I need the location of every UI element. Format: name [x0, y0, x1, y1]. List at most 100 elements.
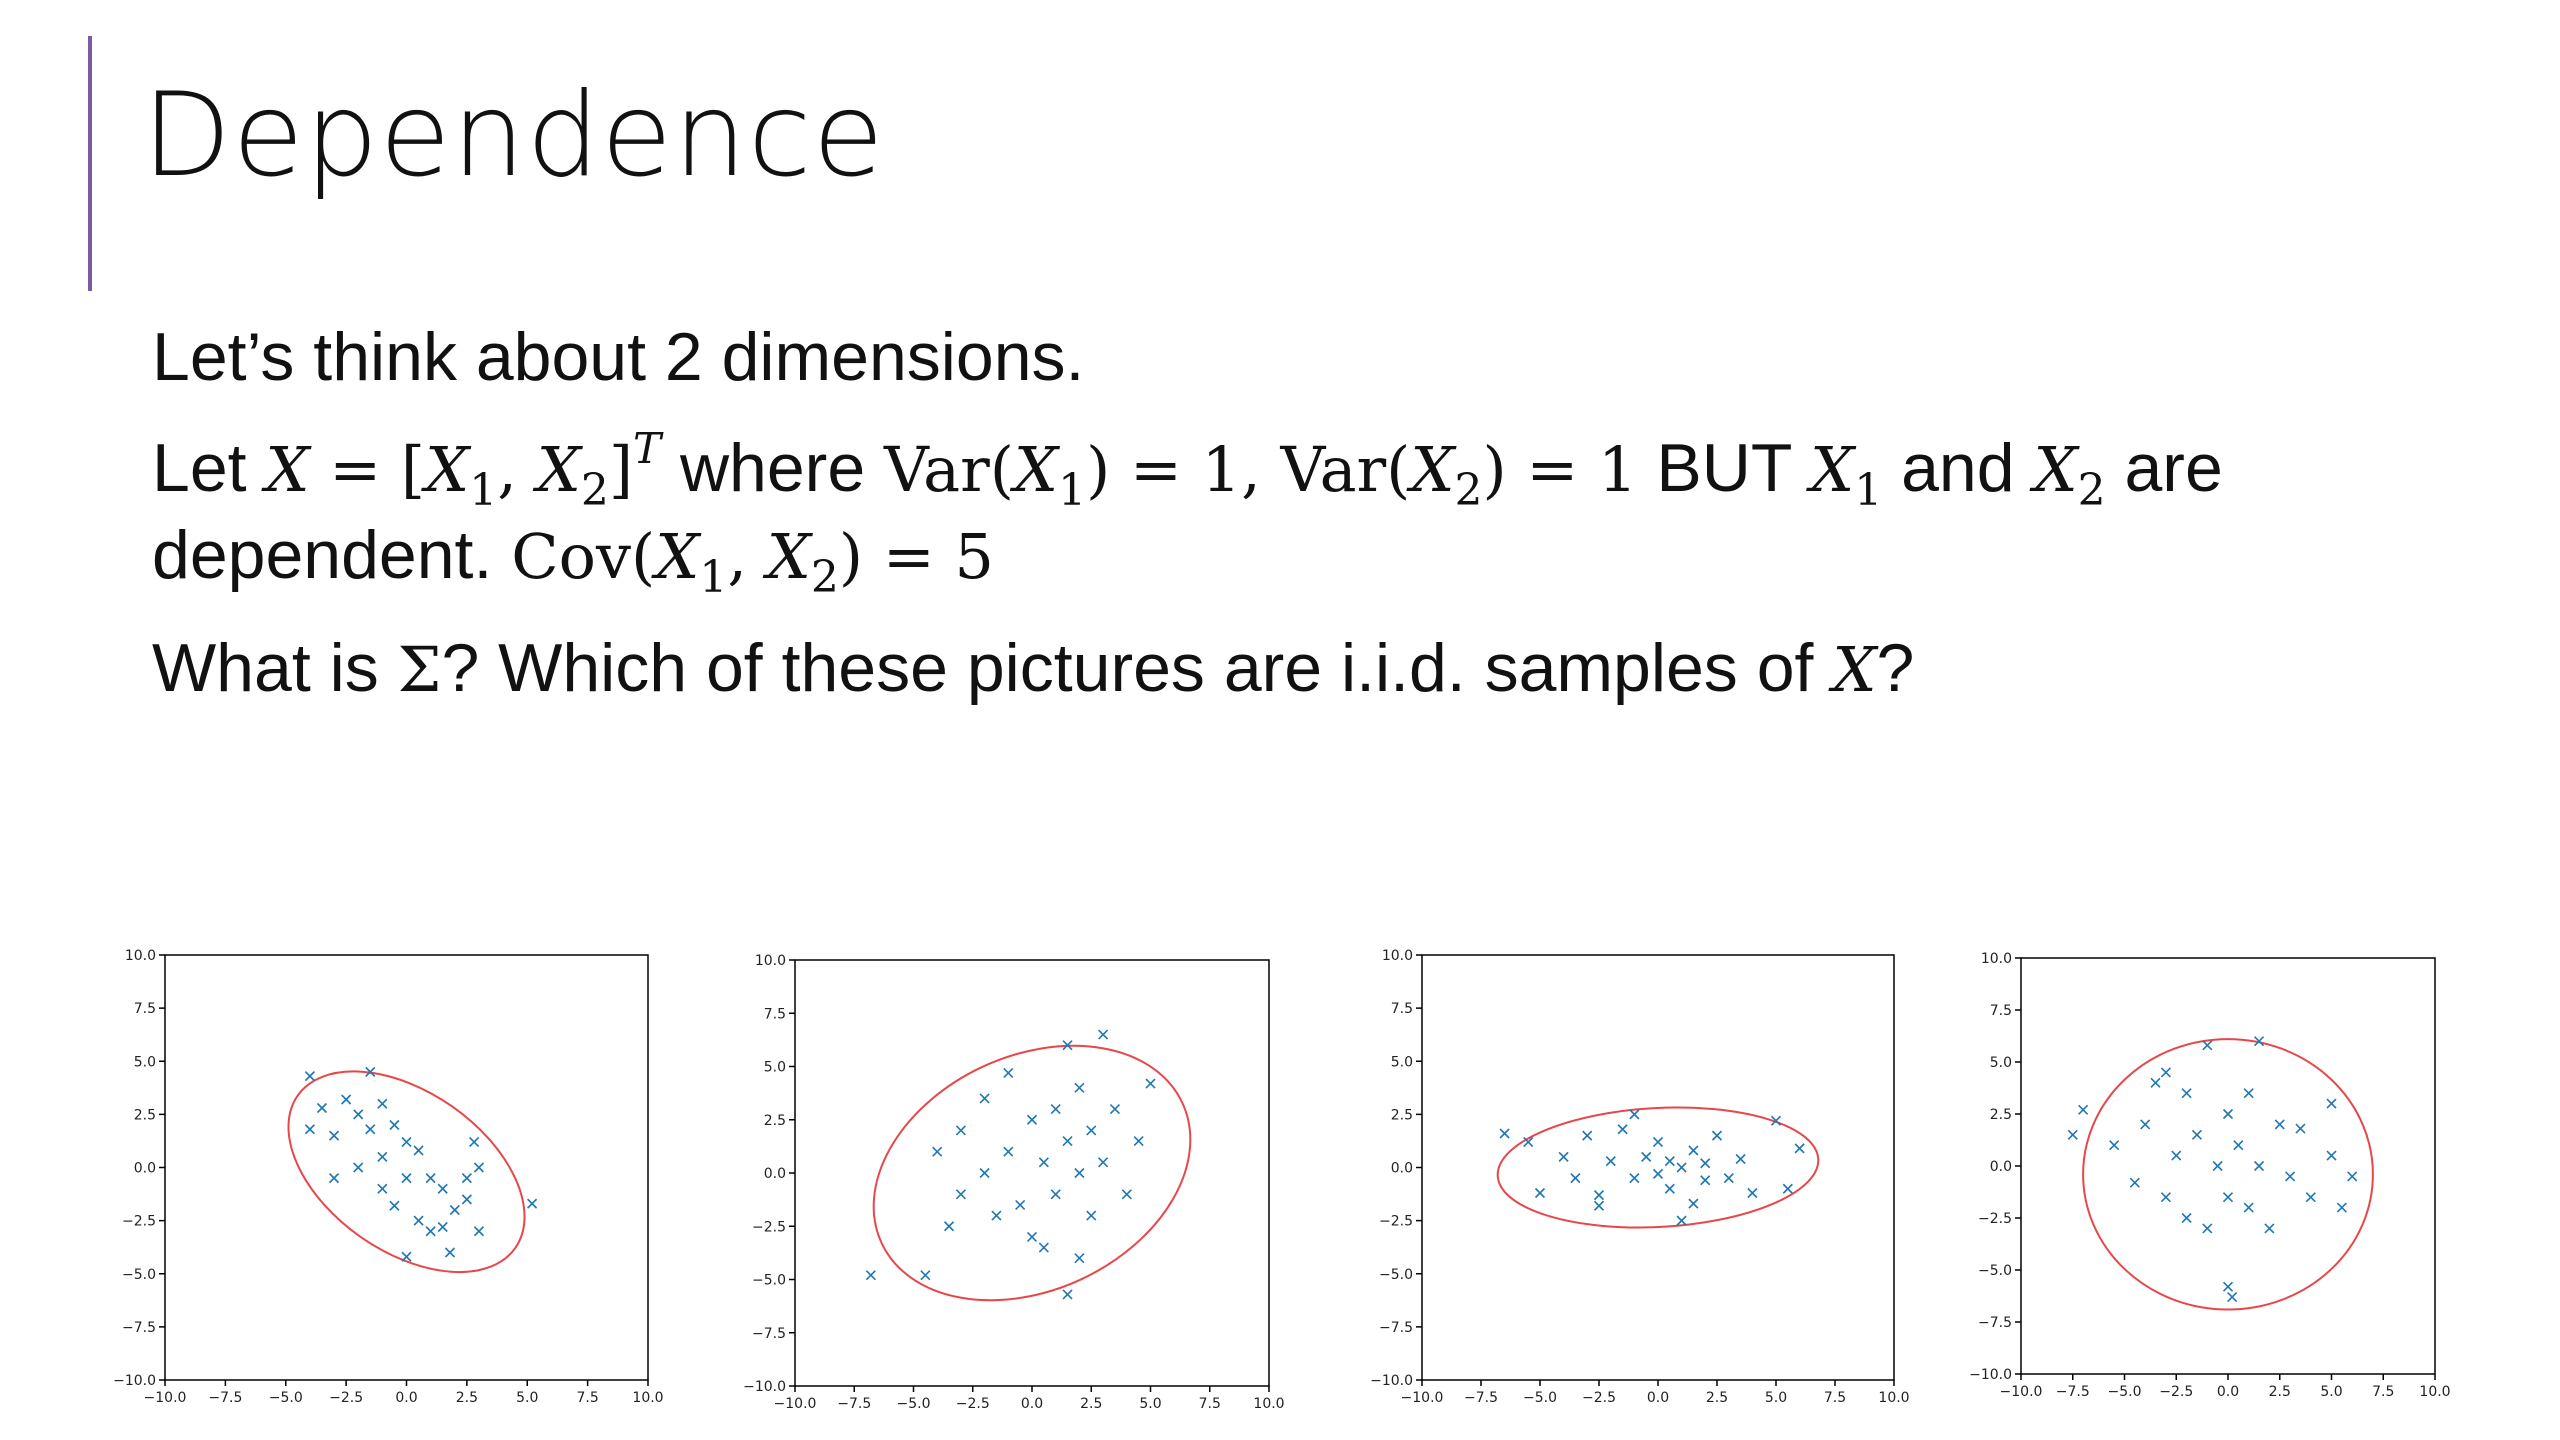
point: [1794, 1143, 1805, 1154]
point: [1050, 1189, 1061, 1200]
text: are dependent.: [152, 429, 2242, 594]
point: [425, 1173, 436, 1184]
x-tick-label: 0.0: [2217, 1384, 2239, 1400]
math: X: [1410, 432, 1455, 506]
point: [377, 1183, 388, 1194]
text-line: What is Σ? Which of these pictures are i…: [152, 629, 2452, 709]
point: [2202, 1040, 2213, 1051]
ellipse: [287, 1070, 526, 1274]
x-tick-label: 10.0: [2419, 1384, 2450, 1400]
math: ]: [608, 432, 634, 506]
point: [920, 1270, 931, 1281]
x-tick-label: −5.0: [897, 1396, 931, 1412]
y-tick-label: 7.5: [764, 1006, 786, 1022]
point: [1074, 1167, 1085, 1179]
point: [413, 1145, 424, 1156]
x-tick-label: −7.5: [208, 1390, 242, 1406]
point: [2227, 1291, 2238, 1303]
text: What is: [152, 630, 398, 707]
point: [2109, 1140, 2120, 1151]
x-tick-label: 5.0: [2320, 1384, 2342, 1400]
math: ) = 1: [1482, 432, 1638, 506]
y-tick-label: −7.5: [1379, 1320, 1413, 1336]
point: [1664, 1183, 1675, 1194]
point: [1735, 1153, 1746, 1165]
math: X: [2033, 432, 2078, 506]
x-tick-label: −7.5: [837, 1396, 871, 1412]
ellipse: [1496, 1106, 1820, 1229]
point: [1026, 1114, 1038, 1125]
y-tick-label: −7.5: [752, 1326, 786, 1342]
x-tick-label: 5.0: [1139, 1396, 1161, 1412]
x-tick-label: 7.5: [1199, 1396, 1221, 1412]
point: [955, 1125, 966, 1136]
point: [1003, 1067, 1014, 1078]
point: [527, 1198, 538, 1209]
point: [389, 1200, 400, 1211]
y-tick-label: 10.0: [755, 953, 786, 969]
point: [1534, 1187, 1546, 1199]
y-tick-label: −5.0: [1978, 1263, 2012, 1279]
subscript: 1: [1058, 464, 1087, 516]
point: [1700, 1158, 1711, 1169]
point: [2067, 1129, 2078, 1140]
point: [2181, 1088, 2192, 1099]
point: [1133, 1135, 1144, 1147]
point: [2160, 1067, 2171, 1078]
subscript: 1: [469, 464, 498, 516]
point: [1723, 1173, 1734, 1184]
point: [328, 1173, 340, 1184]
math: X: [1832, 633, 1877, 707]
subscript: 2: [2077, 464, 2106, 516]
point: [1652, 1168, 1664, 1179]
point: [1026, 1231, 1038, 1242]
x-tick-label: −2.5: [2159, 1384, 2193, 1400]
y-tick-label: 2.5: [764, 1113, 786, 1129]
point: [1086, 1125, 1097, 1136]
point: [1700, 1175, 1711, 1186]
y-tick-label: 2.5: [134, 1107, 156, 1123]
x-tick-label: 0.0: [395, 1390, 417, 1406]
point: [2274, 1119, 2285, 1130]
text: Let: [152, 429, 266, 506]
point: [2078, 1104, 2089, 1115]
math: ) = 5: [838, 520, 994, 594]
y-tick-label: 7.5: [1990, 1003, 2012, 1019]
math: ) = 1,: [1086, 432, 1281, 506]
point: [1688, 1198, 1699, 1209]
point: [2233, 1140, 2244, 1151]
x-tick-label: −5.0: [269, 1390, 303, 1406]
math: Σ: [397, 633, 442, 707]
y-tick-label: −2.5: [1978, 1211, 2012, 1227]
x-tick-label: −10.0: [1401, 1390, 1444, 1406]
y-tick-label: −5.0: [122, 1267, 156, 1283]
y-tick-label: 0.0: [1990, 1159, 2012, 1175]
point: [1570, 1173, 1581, 1184]
math: X: [1810, 432, 1855, 506]
y-tick-label: 7.5: [1391, 1001, 1413, 1017]
point: [437, 1221, 448, 1233]
axes-frame: [794, 959, 1270, 1387]
point: [2191, 1129, 2203, 1140]
point: [1098, 1157, 1109, 1168]
point: [2243, 1088, 2254, 1099]
math: X: [536, 432, 581, 506]
point: [1499, 1128, 1510, 1139]
axes-frame: [164, 954, 649, 1381]
point: [865, 1270, 876, 1281]
point: [1074, 1253, 1085, 1264]
y-tick-label: −10.0: [1969, 1367, 2012, 1383]
point: [389, 1119, 400, 1131]
y-tick-label: −2.5: [122, 1214, 156, 1230]
point: [353, 1162, 364, 1173]
x-tick-label: −2.5: [329, 1390, 363, 1406]
point: [473, 1162, 485, 1173]
point: [1050, 1104, 1061, 1115]
point: [2264, 1223, 2275, 1234]
math: X: [655, 520, 700, 594]
math: X: [766, 520, 811, 594]
point: [2347, 1171, 2358, 1182]
y-tick-label: 5.0: [764, 1060, 786, 1076]
point: [469, 1136, 480, 1148]
y-tick-label: 0.0: [134, 1161, 156, 1177]
